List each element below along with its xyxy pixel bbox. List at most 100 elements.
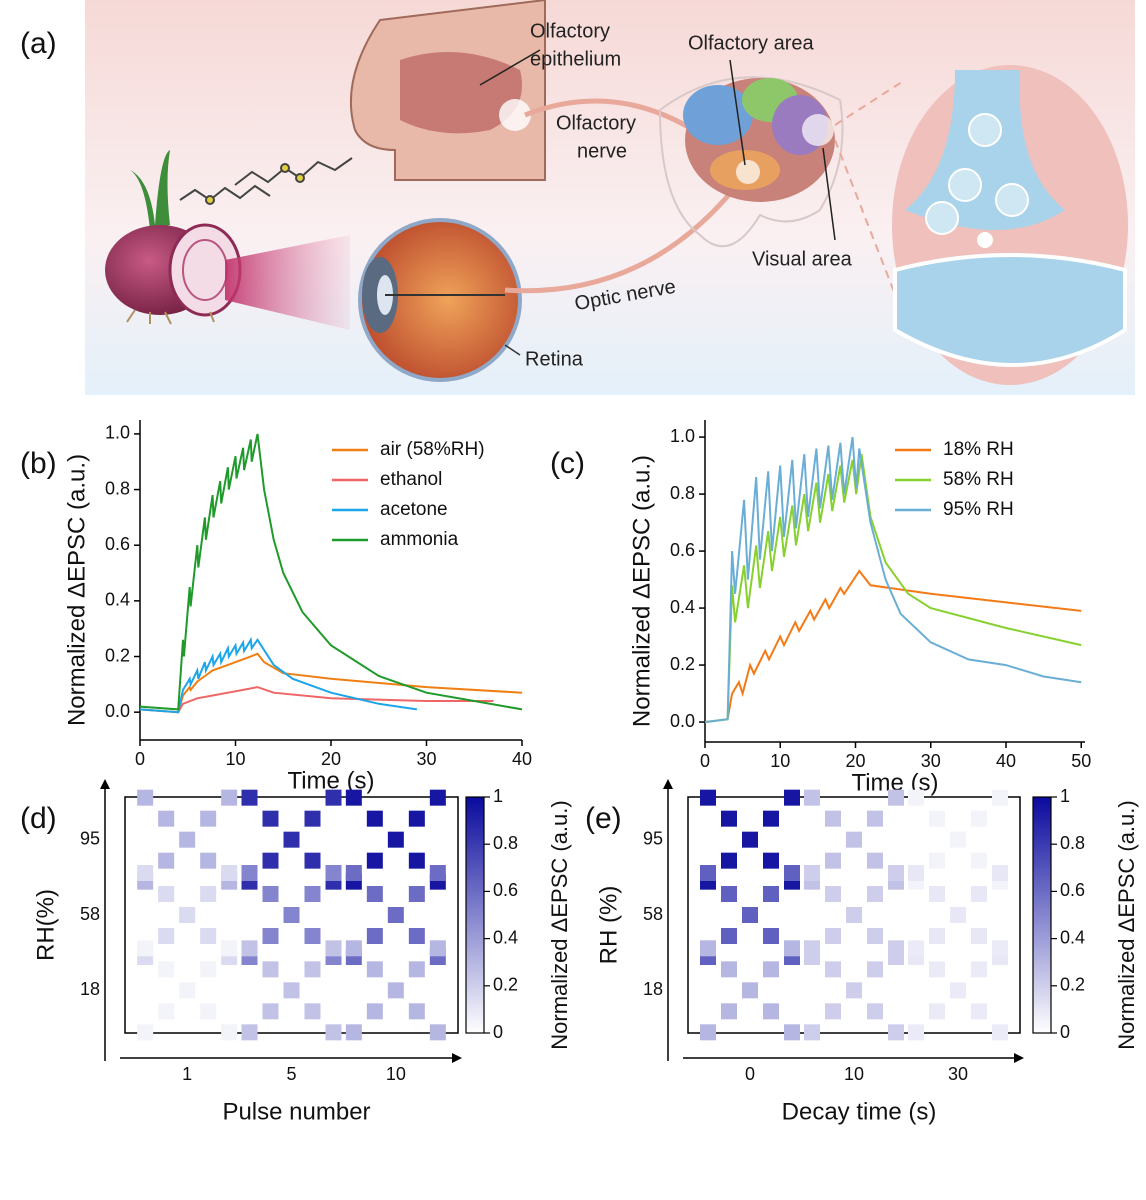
heat-cell <box>992 789 1008 806</box>
heat-cell <box>908 865 924 881</box>
panel-label: (d) <box>20 802 57 835</box>
heat-cell <box>825 852 841 869</box>
heat-cell <box>950 907 966 923</box>
legend-label: 58% RH <box>943 469 1014 490</box>
panel-label: (a) <box>20 27 57 60</box>
heat-cell <box>304 810 321 827</box>
heat-cell <box>429 1024 446 1041</box>
heat-cell <box>929 810 945 827</box>
heat-cell <box>283 907 300 923</box>
y-arrow-head <box>100 779 110 789</box>
heat-cell <box>200 1003 217 1020</box>
heat-cell <box>971 886 987 902</box>
x-tick-label: 10 <box>225 749 245 769</box>
label: Olfactory area <box>688 32 814 54</box>
y-tick-label: 58 <box>80 904 100 924</box>
x-tick-label: 10 <box>770 751 790 771</box>
y-tick-label: 0.6 <box>105 534 130 554</box>
colorbar-tick-label: 1 <box>493 786 503 806</box>
heat-cell <box>971 810 987 827</box>
heat-cell <box>992 865 1008 881</box>
heat-cell <box>763 928 779 944</box>
heat-cell <box>721 810 737 827</box>
heat-cell <box>366 961 383 978</box>
eye-icon <box>358 218 522 382</box>
heat-cell <box>262 810 279 827</box>
colorbar-tick-label: 0 <box>1060 1022 1070 1042</box>
y-axis-label: RH (%) <box>595 886 622 965</box>
heat-cell <box>888 865 904 881</box>
heat-cell <box>200 810 217 827</box>
y-tick-label: 0.8 <box>105 478 130 498</box>
colorbar-tick-label: 0.2 <box>1060 975 1085 995</box>
heat-cell <box>408 928 425 944</box>
x-arrow-head <box>452 1053 462 1063</box>
heat-cell <box>408 1003 425 1020</box>
heat-cell <box>366 810 383 827</box>
heat-cell <box>179 907 196 923</box>
y-tick-label: 1.0 <box>105 423 130 443</box>
heat-cell <box>325 1024 342 1041</box>
heat-cell <box>846 982 862 999</box>
heat-cell <box>241 940 258 957</box>
heat-cell <box>200 852 217 869</box>
heat-cell <box>179 831 196 848</box>
heat-cell <box>366 1003 383 1020</box>
heat-cell <box>200 886 217 902</box>
heat-cell <box>929 1003 945 1020</box>
legend-label: ammonia <box>380 529 459 550</box>
x-tick-label: 10 <box>386 1064 406 1084</box>
heat-cell <box>262 852 279 869</box>
heat-cell <box>283 831 300 848</box>
y-tick-label: 0.2 <box>105 645 130 665</box>
heat-cell <box>804 1024 820 1041</box>
heat-cell <box>408 961 425 978</box>
heat-cell <box>908 1024 924 1041</box>
heat-cell <box>784 1024 800 1041</box>
heat-cell <box>908 789 924 806</box>
heat-cell <box>158 1003 175 1020</box>
heat-cell <box>366 886 383 902</box>
heat-cell <box>304 852 321 869</box>
heat-cell <box>929 886 945 902</box>
colorbar-tick-label: 0.8 <box>493 833 518 853</box>
heat-cell <box>158 810 175 827</box>
heat-cell <box>971 928 987 944</box>
heat-cell <box>971 852 987 869</box>
series-line <box>139 636 418 714</box>
x-tick-label: 50 <box>1071 751 1091 771</box>
heat-cell <box>950 982 966 999</box>
heat-cell <box>804 789 820 806</box>
heat-cell <box>304 928 321 944</box>
y-tick-label: 0.4 <box>670 597 695 617</box>
colorbar-tick-label: 0.6 <box>493 880 518 900</box>
heat-cell <box>700 789 716 806</box>
heat-cell <box>137 940 154 957</box>
heat-cell <box>804 865 820 881</box>
heat-cell <box>137 865 154 881</box>
series-line <box>704 569 1082 724</box>
heat-cell <box>908 940 924 957</box>
synapse-icon <box>892 65 1128 385</box>
y-axis-label: Normalized ΔEPSC (a.u.) <box>63 454 90 726</box>
heat-cell <box>971 1003 987 1020</box>
y-axis-label: RH(%) <box>32 889 59 961</box>
x-axis-label: Decay time (s) <box>782 1098 937 1125</box>
series-line <box>704 436 1082 724</box>
heat-cell <box>221 1024 238 1041</box>
y-tick-label: 0.8 <box>670 483 695 503</box>
heat-cell <box>867 852 883 869</box>
heat-cell <box>221 789 238 806</box>
heat-cell <box>304 961 321 978</box>
y-tick-label: 0.6 <box>670 540 695 560</box>
heat-cell <box>137 789 154 806</box>
heat-cell <box>867 1003 883 1020</box>
heat-cell <box>304 886 321 902</box>
heat-cell <box>366 928 383 944</box>
heat-cell <box>408 852 425 869</box>
x-tick-label: 5 <box>286 1064 296 1084</box>
heat-cell <box>137 1024 154 1041</box>
colorbar <box>1032 796 1052 1034</box>
colorbar-tick-label: 0.4 <box>493 927 518 947</box>
